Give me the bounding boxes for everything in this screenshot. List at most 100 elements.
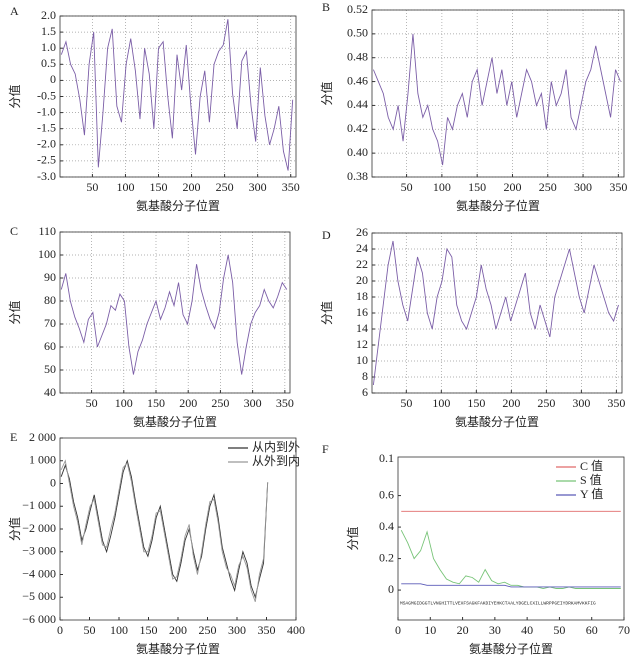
y-tick-label: 0.6	[379, 487, 394, 501]
panel-label: A	[10, 4, 19, 18]
plot-frame	[371, 9, 625, 178]
x-tick-label: 60	[586, 623, 598, 637]
data-line	[400, 530, 621, 589]
y-tick-label: 80	[44, 293, 56, 307]
x-tick-label: 0	[395, 623, 401, 637]
x-tick-label: 100	[116, 180, 134, 194]
y-tick-label: −2 000	[22, 521, 56, 535]
x-tick-label: 300	[572, 396, 590, 410]
y-tick-label: -1.5	[37, 120, 56, 134]
y-tick-label: 0.48	[347, 49, 368, 63]
data-line	[401, 583, 621, 588]
x-axis-label: 氨基酸分子位置	[456, 198, 540, 213]
panel-label: D	[322, 228, 331, 242]
plot-frame	[397, 456, 625, 621]
x-tick-label: 100	[115, 396, 133, 410]
x-tick-label: 350	[276, 396, 294, 410]
x-tick-label: 300	[574, 180, 592, 194]
y-tick-label: -2.0	[37, 137, 56, 151]
data-line	[60, 254, 288, 375]
y-axis-label: 分值	[7, 300, 22, 324]
x-tick-label: 400	[287, 623, 305, 637]
x-axis-label: 氨基酸分子位置	[455, 414, 539, 429]
y-tick-label: −5 000	[22, 589, 56, 603]
data-line	[60, 459, 269, 599]
y-tick-label: 90	[44, 270, 56, 284]
x-tick-label: 300	[249, 180, 267, 194]
x-axis-label: 氨基酸分子位置	[469, 641, 553, 656]
y-tick-label: 0	[388, 582, 394, 596]
y-tick-label: -2.5	[37, 153, 56, 167]
y-tick-label: -0.5	[37, 88, 56, 102]
y-tick-label: 0.5	[41, 56, 56, 70]
legend-label: Y 值	[580, 486, 603, 501]
x-tick-label: 300	[244, 396, 262, 410]
y-tick-label: -1.0	[37, 104, 56, 118]
y-tick-label: 0.4	[379, 519, 394, 533]
x-tick-label: 50	[86, 396, 98, 410]
y-tick-label: 0.38	[347, 169, 368, 183]
panel: B 0.38 0.40 0.42 0.44 0.46 0.48 0.50 0.52 50 100 15…	[319, 0, 628, 213]
y-tick-label: 8	[362, 369, 368, 383]
y-axis-label: 分值	[345, 526, 360, 550]
panel-label: F	[322, 442, 329, 456]
panel: C 40 50 60 70 80 90 100 110 50 100 150 200 250 300 350 氨…	[7, 224, 294, 429]
y-tick-label: 70	[44, 316, 56, 330]
x-tick-label: 350	[607, 396, 625, 410]
y-tick-label: 60	[44, 339, 56, 353]
y-tick-label: −3 000	[22, 544, 56, 558]
y-tick-label: 50	[44, 362, 56, 376]
plot-frame	[59, 231, 291, 394]
y-axis-label: 分值	[7, 517, 22, 541]
x-tick-label: 250	[539, 180, 557, 194]
legend-label: 从内到外	[252, 440, 300, 454]
x-tick-label: 50	[553, 623, 565, 637]
y-tick-label: 0	[50, 475, 56, 489]
y-tick-label: 0.50	[347, 26, 368, 40]
x-tick-label: 150	[468, 180, 486, 194]
y-tick-label: 1 000	[29, 453, 56, 467]
x-tick-label: 250	[211, 396, 229, 410]
data-line	[60, 459, 269, 602]
x-tick-label: 250	[199, 623, 217, 637]
x-tick-label: 50	[84, 623, 96, 637]
x-tick-label: 30	[489, 623, 501, 637]
x-tick-label: 300	[228, 623, 246, 637]
y-tick-label: 20	[356, 273, 368, 287]
x-tick-label: 250	[537, 396, 555, 410]
y-tick-label: 0.42	[347, 121, 368, 135]
x-tick-label: 50	[400, 396, 412, 410]
panel: F 0 0.2 0.4 0.6 0 10 20 30 40 50 60 70 氨基酸分子位置 分值 0.1 MS…	[322, 442, 630, 656]
legend-label: S 值	[580, 472, 602, 487]
y-tick-label: 0.40	[347, 145, 368, 159]
data-line	[372, 240, 619, 386]
x-tick-label: 100	[110, 623, 128, 637]
x-tick-label: 70	[618, 623, 630, 637]
y-tick-label: 0.52	[347, 2, 368, 16]
y-tick-label: −4 000	[22, 566, 56, 580]
plot-frame	[371, 232, 623, 394]
x-axis-label: 氨基酸分子位置	[136, 641, 220, 656]
panel-label: E	[10, 430, 17, 444]
y-tick-label: 0	[50, 72, 56, 86]
x-tick-label: 150	[140, 623, 158, 637]
x-tick-label: 150	[149, 180, 167, 194]
x-tick-label: 10	[424, 623, 436, 637]
panel: E −6 000 −5 000 −4 000 −3 000 −2 000 −1 000 0 1 …	[7, 430, 305, 656]
x-tick-label: 100	[432, 396, 450, 410]
legend-label: 从外到内	[252, 454, 300, 468]
x-tick-label: 350	[258, 623, 276, 637]
y-top-label: 0.1	[379, 451, 394, 465]
x-tick-label: 100	[433, 180, 451, 194]
panel-label: B	[322, 0, 330, 14]
x-tick-label: 150	[147, 396, 165, 410]
x-tick-label: 350	[609, 180, 627, 194]
x-axis-label: 氨基酸分子位置	[136, 198, 220, 213]
x-tick-label: 0	[57, 623, 63, 637]
x-tick-label: 40	[521, 623, 533, 637]
x-tick-label: 200	[179, 396, 197, 410]
y-tick-label: 1.5	[41, 24, 56, 38]
x-tick-label: 150	[467, 396, 485, 410]
x-tick-label: 200	[169, 623, 187, 637]
